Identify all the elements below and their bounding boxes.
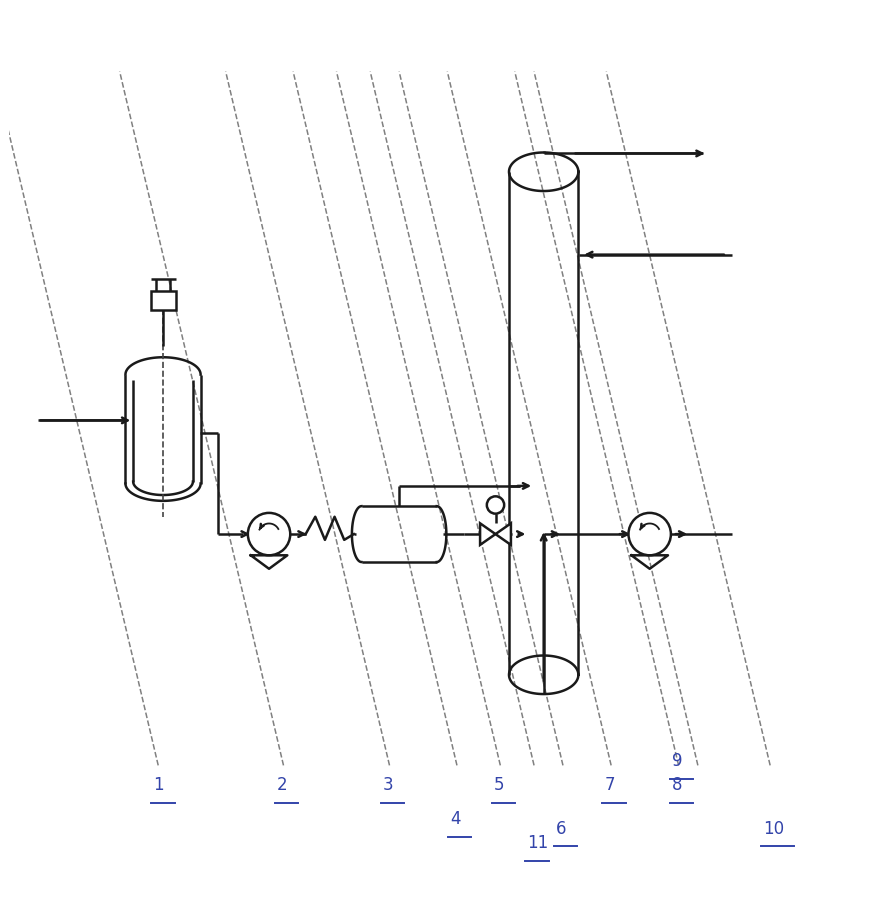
Text: 3: 3: [382, 776, 393, 794]
Polygon shape: [496, 524, 511, 545]
Text: 8: 8: [672, 776, 682, 794]
Text: 11: 11: [527, 834, 549, 852]
Text: 6: 6: [556, 820, 566, 837]
Text: 10: 10: [764, 820, 784, 837]
Polygon shape: [480, 524, 496, 545]
Text: 1: 1: [153, 776, 164, 794]
Text: 2: 2: [277, 776, 288, 794]
Text: 7: 7: [604, 776, 615, 794]
Circle shape: [487, 496, 504, 514]
Text: 4: 4: [450, 810, 461, 828]
Bar: [150, 291, 175, 310]
Text: 5: 5: [494, 776, 504, 794]
Text: 9: 9: [672, 752, 682, 771]
Circle shape: [248, 513, 290, 556]
Circle shape: [628, 513, 671, 556]
